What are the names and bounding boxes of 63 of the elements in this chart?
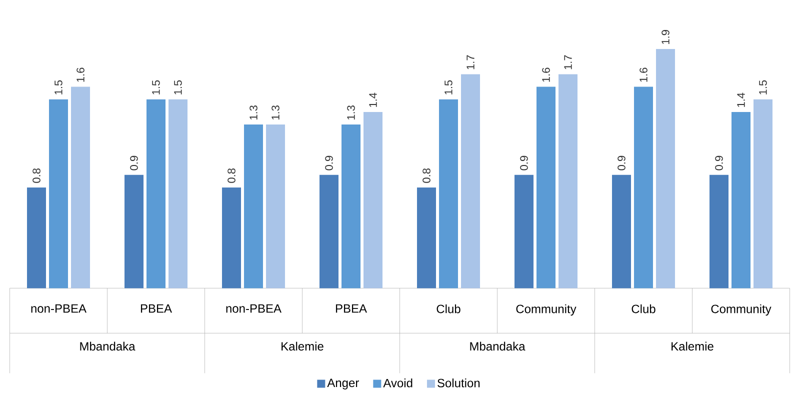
- x-tick-label: Club: [632, 304, 656, 314]
- bar: [710, 174, 729, 288]
- bar: [222, 187, 242, 288]
- bar: [754, 99, 773, 288]
- data-label: 0.8: [32, 168, 40, 183]
- data-label: 1.6: [76, 68, 84, 82]
- data-label: 0.9: [618, 156, 626, 170]
- bar: [634, 86, 654, 288]
- data-label: 0.9: [715, 156, 723, 170]
- text: Mbandaka: [80, 342, 136, 351]
- bar: [514, 174, 534, 288]
- data-label: 1.5: [174, 80, 182, 94]
- bar: [244, 124, 264, 288]
- bar: [612, 174, 632, 288]
- data-label: 1.6: [640, 68, 648, 82]
- data-label: 1.3: [250, 106, 258, 120]
- data-label: 1.3: [272, 106, 280, 120]
- text: Kalemie: [672, 342, 714, 351]
- data-label: 1.9: [662, 30, 670, 44]
- x-tick-label: PBEA: [140, 304, 172, 313]
- x-tick-label: non-PBEA: [31, 304, 86, 313]
- x-tick-label: non-PBEA: [226, 304, 282, 313]
- bar: [558, 74, 578, 288]
- data-label: 1.6: [542, 68, 550, 82]
- bar: [732, 112, 751, 288]
- x-tick-label: Community: [516, 304, 576, 316]
- x-tick-label: Community: [711, 304, 772, 316]
- legend-label: Avoid: [383, 378, 412, 388]
- data-label: 1.5: [152, 80, 160, 94]
- data-label: 1.5: [444, 80, 452, 94]
- data-label: 1.4: [369, 92, 377, 107]
- bar: [364, 112, 382, 288]
- bar: [49, 99, 68, 288]
- bar: [536, 86, 556, 288]
- x-tick-label: Club: [436, 304, 460, 314]
- data-label: 0.8: [422, 168, 430, 183]
- bar: [342, 124, 360, 288]
- bar: [71, 86, 90, 288]
- bar: [146, 99, 166, 288]
- bar: [656, 49, 676, 288]
- legend-label: Solution: [438, 378, 480, 388]
- data-label: 0.9: [130, 156, 138, 170]
- data-label: 1.7: [466, 55, 474, 70]
- bar: [461, 74, 480, 288]
- data-label: 0.9: [520, 156, 528, 170]
- bar: [266, 124, 286, 288]
- data-label: 1.3: [347, 106, 355, 120]
- bar: [27, 187, 46, 288]
- text: Kalemie: [282, 342, 324, 351]
- bar: [417, 187, 436, 288]
- bar: [439, 99, 458, 288]
- bar: [168, 99, 188, 288]
- text: Mbandaka: [470, 342, 526, 351]
- data-label: 1.4: [737, 92, 745, 107]
- data-label: 1.5: [759, 80, 767, 94]
- legend-label: Anger: [327, 378, 359, 390]
- data-label: 0.9: [325, 156, 333, 170]
- data-label: 1.7: [564, 55, 572, 70]
- bar: [320, 174, 338, 288]
- x-tick-label: PBEA: [336, 304, 367, 313]
- data-label: 0.8: [228, 168, 236, 183]
- data-label: 1.5: [54, 80, 62, 94]
- bar: [124, 174, 144, 288]
